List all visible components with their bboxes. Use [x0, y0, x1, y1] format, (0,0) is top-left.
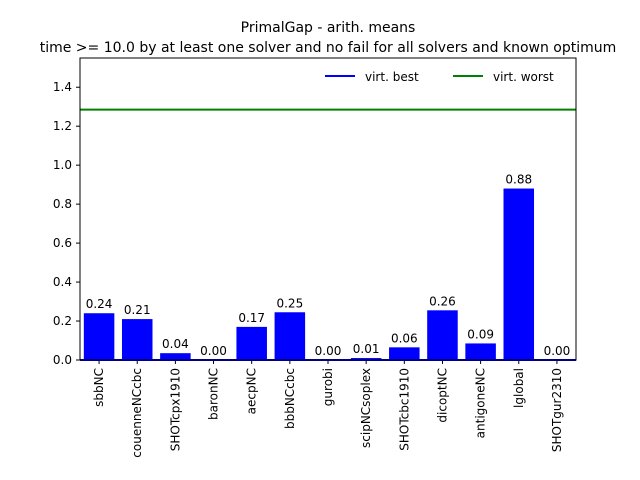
data-label: 0.00	[315, 344, 342, 358]
data-label: 0.21	[124, 303, 151, 317]
x-tick-label: scipNCsoplex	[359, 368, 373, 448]
legend: virt. best virt. worst	[325, 70, 554, 84]
bar	[389, 347, 420, 360]
bar	[236, 326, 267, 360]
data-label: 0.00	[200, 344, 227, 358]
data-label: 0.00	[544, 344, 571, 358]
y-tick-label: 1.4	[53, 80, 72, 94]
bar	[427, 310, 458, 360]
data-label: 0.25	[276, 296, 303, 310]
bar	[503, 188, 535, 360]
y-tick-label: 0.8	[53, 197, 72, 211]
legend-label-virt-best: virt. best	[365, 70, 419, 84]
bar	[465, 343, 496, 360]
x-tick-label: bbbNCcbc	[283, 368, 297, 429]
x-tick-label: gurobi	[321, 368, 335, 406]
bar	[160, 353, 191, 360]
y-tick-label: 0.6	[53, 236, 72, 250]
bar	[121, 319, 153, 360]
data-label: 0.88	[505, 173, 532, 187]
y-tick-label: 0.0	[53, 353, 72, 367]
x-tick-label: SHOTcbc1910	[397, 368, 411, 451]
x-tick-label: sbbNC	[92, 368, 106, 407]
bar	[83, 313, 115, 360]
chart-title: PrimalGap - arith. means	[241, 20, 416, 36]
bar	[274, 312, 306, 360]
plot-area: 0.24 sbbNC 0.21 couenneNCcbc 0.04 SHOTcpx1910…	[53, 57, 577, 458]
x-tick-label: antigoneNC	[474, 368, 488, 438]
x-tick-label: SHOTgur2310	[550, 368, 564, 452]
chart-subtitle: time >= 10.0 by at least one solver and …	[40, 40, 617, 56]
data-label: 0.17	[238, 311, 265, 325]
data-label: 0.09	[467, 327, 494, 341]
legend-label-virt-worst: virt. worst	[493, 70, 554, 84]
data-label: 0.01	[353, 342, 380, 356]
x-tick-label: aecpNC	[245, 368, 259, 414]
plot-frame	[79, 57, 577, 361]
data-label: 0.06	[391, 331, 418, 345]
data-label: 0.04	[162, 337, 189, 351]
y-tick-label: 1.0	[53, 158, 72, 172]
data-label: 0.24	[86, 297, 113, 311]
x-tick-label: SHOTcpx1910	[168, 368, 182, 451]
y-tick-label: 0.2	[53, 314, 72, 328]
data-label: 0.26	[429, 294, 456, 308]
y-tick-label: 1.2	[53, 119, 72, 133]
x-tick-label: lglobal	[512, 368, 526, 408]
y-tick-label: 0.4	[53, 275, 72, 289]
x-tick-label: dicoptNC	[435, 368, 449, 423]
x-tick-label: baronNC	[207, 368, 221, 420]
x-tick-label: couenneNCcbc	[130, 368, 144, 458]
